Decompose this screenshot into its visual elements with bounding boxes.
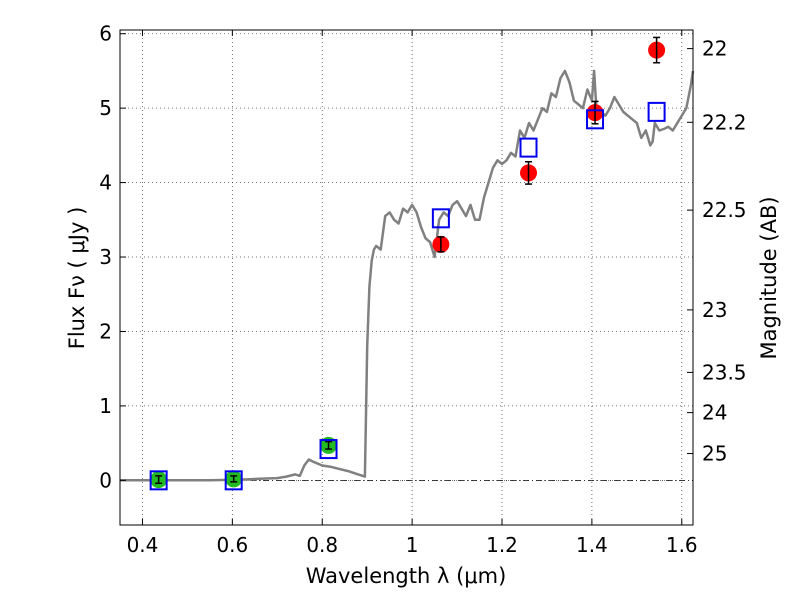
x-tick-label: 0.4 xyxy=(127,533,159,557)
x-tick-label: 1 xyxy=(406,533,419,557)
y-tick-label: 6 xyxy=(99,22,112,46)
y-tick-label: 1 xyxy=(99,394,112,418)
model-flux-square xyxy=(224,470,243,491)
y-tick-label: 2 xyxy=(99,319,112,343)
x-tick-label: 1.2 xyxy=(486,533,518,557)
plot-frame xyxy=(119,29,694,526)
right-y-axis-label: Magnitude (AB) xyxy=(757,196,781,359)
x-tick-label: 0.6 xyxy=(216,533,248,557)
right-tick-label: 22.2 xyxy=(702,110,747,134)
right-tick-label: 25 xyxy=(702,442,727,466)
x-tick-label: 0.8 xyxy=(306,533,338,557)
model-flux-square xyxy=(519,137,538,158)
model-spectrum-line xyxy=(120,69,695,482)
y-tick-label: 4 xyxy=(99,171,112,195)
model-flux-square xyxy=(647,101,666,122)
y-axis-label: Flux Fν ( μJy ) xyxy=(65,207,89,350)
x-tick-label: 1.4 xyxy=(576,533,608,557)
right-tick-label: 23 xyxy=(702,298,727,322)
model-flux-square xyxy=(586,109,605,130)
y-tick-label: 0 xyxy=(99,468,112,492)
model-flux-square xyxy=(149,470,168,491)
model-flux-square xyxy=(319,439,338,460)
right-tick-label: 22 xyxy=(702,37,727,61)
y-tick-label: 3 xyxy=(99,245,112,269)
axis-ticks: 0.4 0.6 0.8 1 1.2 1.4 1.601234562222.222.52323… xyxy=(99,22,746,557)
model-flux-square xyxy=(431,208,450,229)
plot-area xyxy=(120,36,695,491)
y-tick-label: 5 xyxy=(99,96,112,120)
right-tick-label: 22.5 xyxy=(702,198,747,222)
x-axis-label: Wavelength λ (μm) xyxy=(306,564,507,588)
right-tick-label: 24 xyxy=(702,401,727,425)
x-tick-label: 1.6 xyxy=(666,533,698,557)
right-tick-label: 23.5 xyxy=(702,360,747,384)
